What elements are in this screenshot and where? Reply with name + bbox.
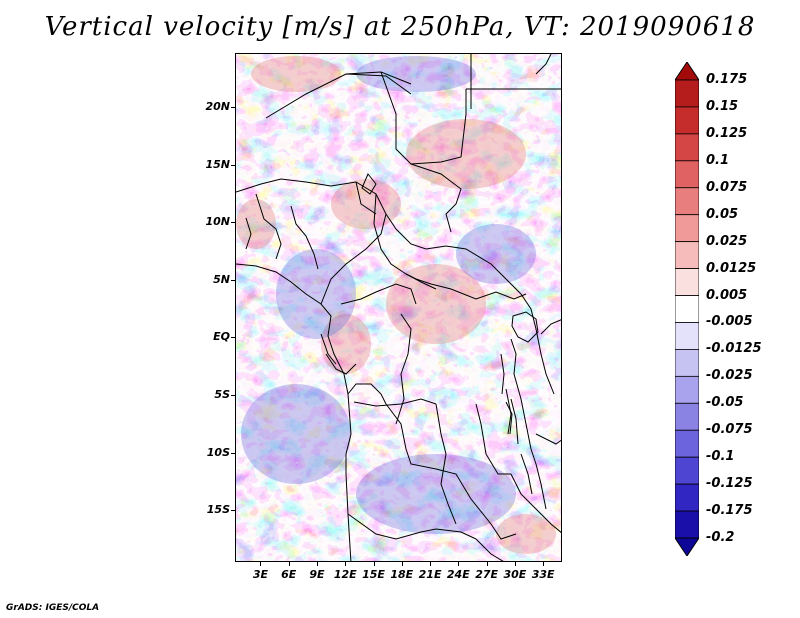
colorbar-label: -0.0125 [706, 341, 762, 357]
colorbar-segment [675, 429, 699, 458]
colorbar-top-arrow [675, 62, 699, 81]
lon-tick [486, 562, 488, 566]
lat-tick [231, 164, 235, 166]
lat-label-5n: 5N [213, 272, 230, 286]
colorbar-label: 0.075 [706, 179, 748, 195]
colorbar-label: -0.025 [706, 368, 753, 384]
colorbar-segment [675, 456, 699, 485]
lon-label-21e: 21E [418, 568, 442, 581]
lon-label-24e: 24E [446, 568, 470, 581]
lon-tick [543, 562, 545, 566]
colorbar-segment [675, 187, 699, 216]
colorbar-label: 0.125 [706, 125, 748, 141]
colorbar-label: 0.025 [706, 233, 748, 249]
lat-tick [231, 395, 235, 397]
colorbar-segment [675, 79, 699, 108]
colorbar-label: -0.1 [706, 449, 735, 465]
colorbar-segment [675, 349, 699, 377]
lat-tick [231, 279, 235, 281]
lon-tick [401, 562, 403, 566]
lat-tick [231, 452, 235, 454]
colorbar-label: -0.005 [706, 314, 753, 330]
lon-tick [514, 562, 516, 566]
colorbar-label: -0.175 [706, 503, 753, 519]
lon-label-33e: 33E [531, 568, 555, 581]
lon-tick [458, 562, 460, 566]
colorbar-segment [675, 483, 699, 512]
lon-tick [260, 562, 262, 566]
colorbar-segment [675, 106, 699, 135]
lat-tick [231, 510, 235, 512]
colorbar-label: 0.0125 [706, 260, 757, 276]
lat-label-eq: EQ [213, 330, 230, 344]
colorbar-segment [675, 295, 699, 323]
colorbar-label: 0.05 [706, 206, 739, 222]
colorbar-label: 0.005 [706, 287, 748, 303]
colorbar-label: 0.175 [706, 72, 748, 87]
colorbar-segment [675, 375, 699, 404]
colorbar-label: -0.05 [706, 395, 744, 411]
lat-label-5s: 5S [214, 388, 230, 402]
colorbar-label: 0.15 [706, 98, 739, 114]
lon-label-3e: 3E [252, 568, 269, 581]
lat-tick [231, 107, 235, 109]
lon-tick [316, 562, 318, 566]
colorbar-segment [675, 214, 699, 243]
colorbar-segment [675, 322, 699, 350]
colorbar-segment [675, 160, 699, 189]
lon-label-12e: 12E [333, 568, 357, 581]
chart-title: Vertical velocity [m/s] at 250hPa, VT: 2… [44, 12, 756, 42]
lon-label-30e: 30E [503, 568, 527, 581]
lat-tick [231, 222, 235, 224]
negative-regions [241, 56, 536, 534]
lon-tick [430, 562, 432, 566]
lon-label-18e: 18E [390, 568, 414, 581]
lat-label-20n: 20N [205, 100, 230, 114]
colorbar-label: -0.075 [706, 422, 753, 438]
lon-tick [373, 562, 375, 566]
lon-label-6e: 6E [281, 568, 297, 581]
velocity-field-map [236, 54, 561, 561]
colorbar-label: -0.2 [706, 530, 735, 545]
map-panel [235, 53, 562, 562]
lat-label-10n: 10N [205, 215, 230, 229]
colorbar-segment [675, 510, 699, 539]
positive-regions [236, 56, 556, 554]
lat-label-10s: 10S [206, 445, 230, 459]
colorbar-segment [675, 268, 699, 296]
lakes [361, 173, 539, 495]
lon-label-9e: 9E [309, 568, 325, 581]
colorbar-segment [675, 402, 699, 431]
lon-label-15e: 15E [362, 568, 385, 581]
velocity-fine-texture [236, 54, 561, 561]
country-borders [236, 54, 561, 561]
colorbar [675, 62, 699, 556]
colorbar-segment [675, 241, 699, 269]
lon-tick [288, 562, 290, 566]
colorbar-label: 0.1 [706, 152, 730, 168]
grads-credit: GrADS: IGES/COLA [6, 603, 100, 613]
colorbar-label: -0.125 [706, 476, 753, 492]
colorbar-segment [675, 133, 699, 162]
lon-label-27e: 27E [475, 568, 499, 581]
colorbar-bottom-arrow [675, 537, 699, 556]
lon-tick [345, 562, 347, 566]
lat-tick [231, 337, 235, 339]
lat-label-15s: 15S [206, 503, 230, 517]
lat-label-15n: 15N [205, 157, 230, 171]
